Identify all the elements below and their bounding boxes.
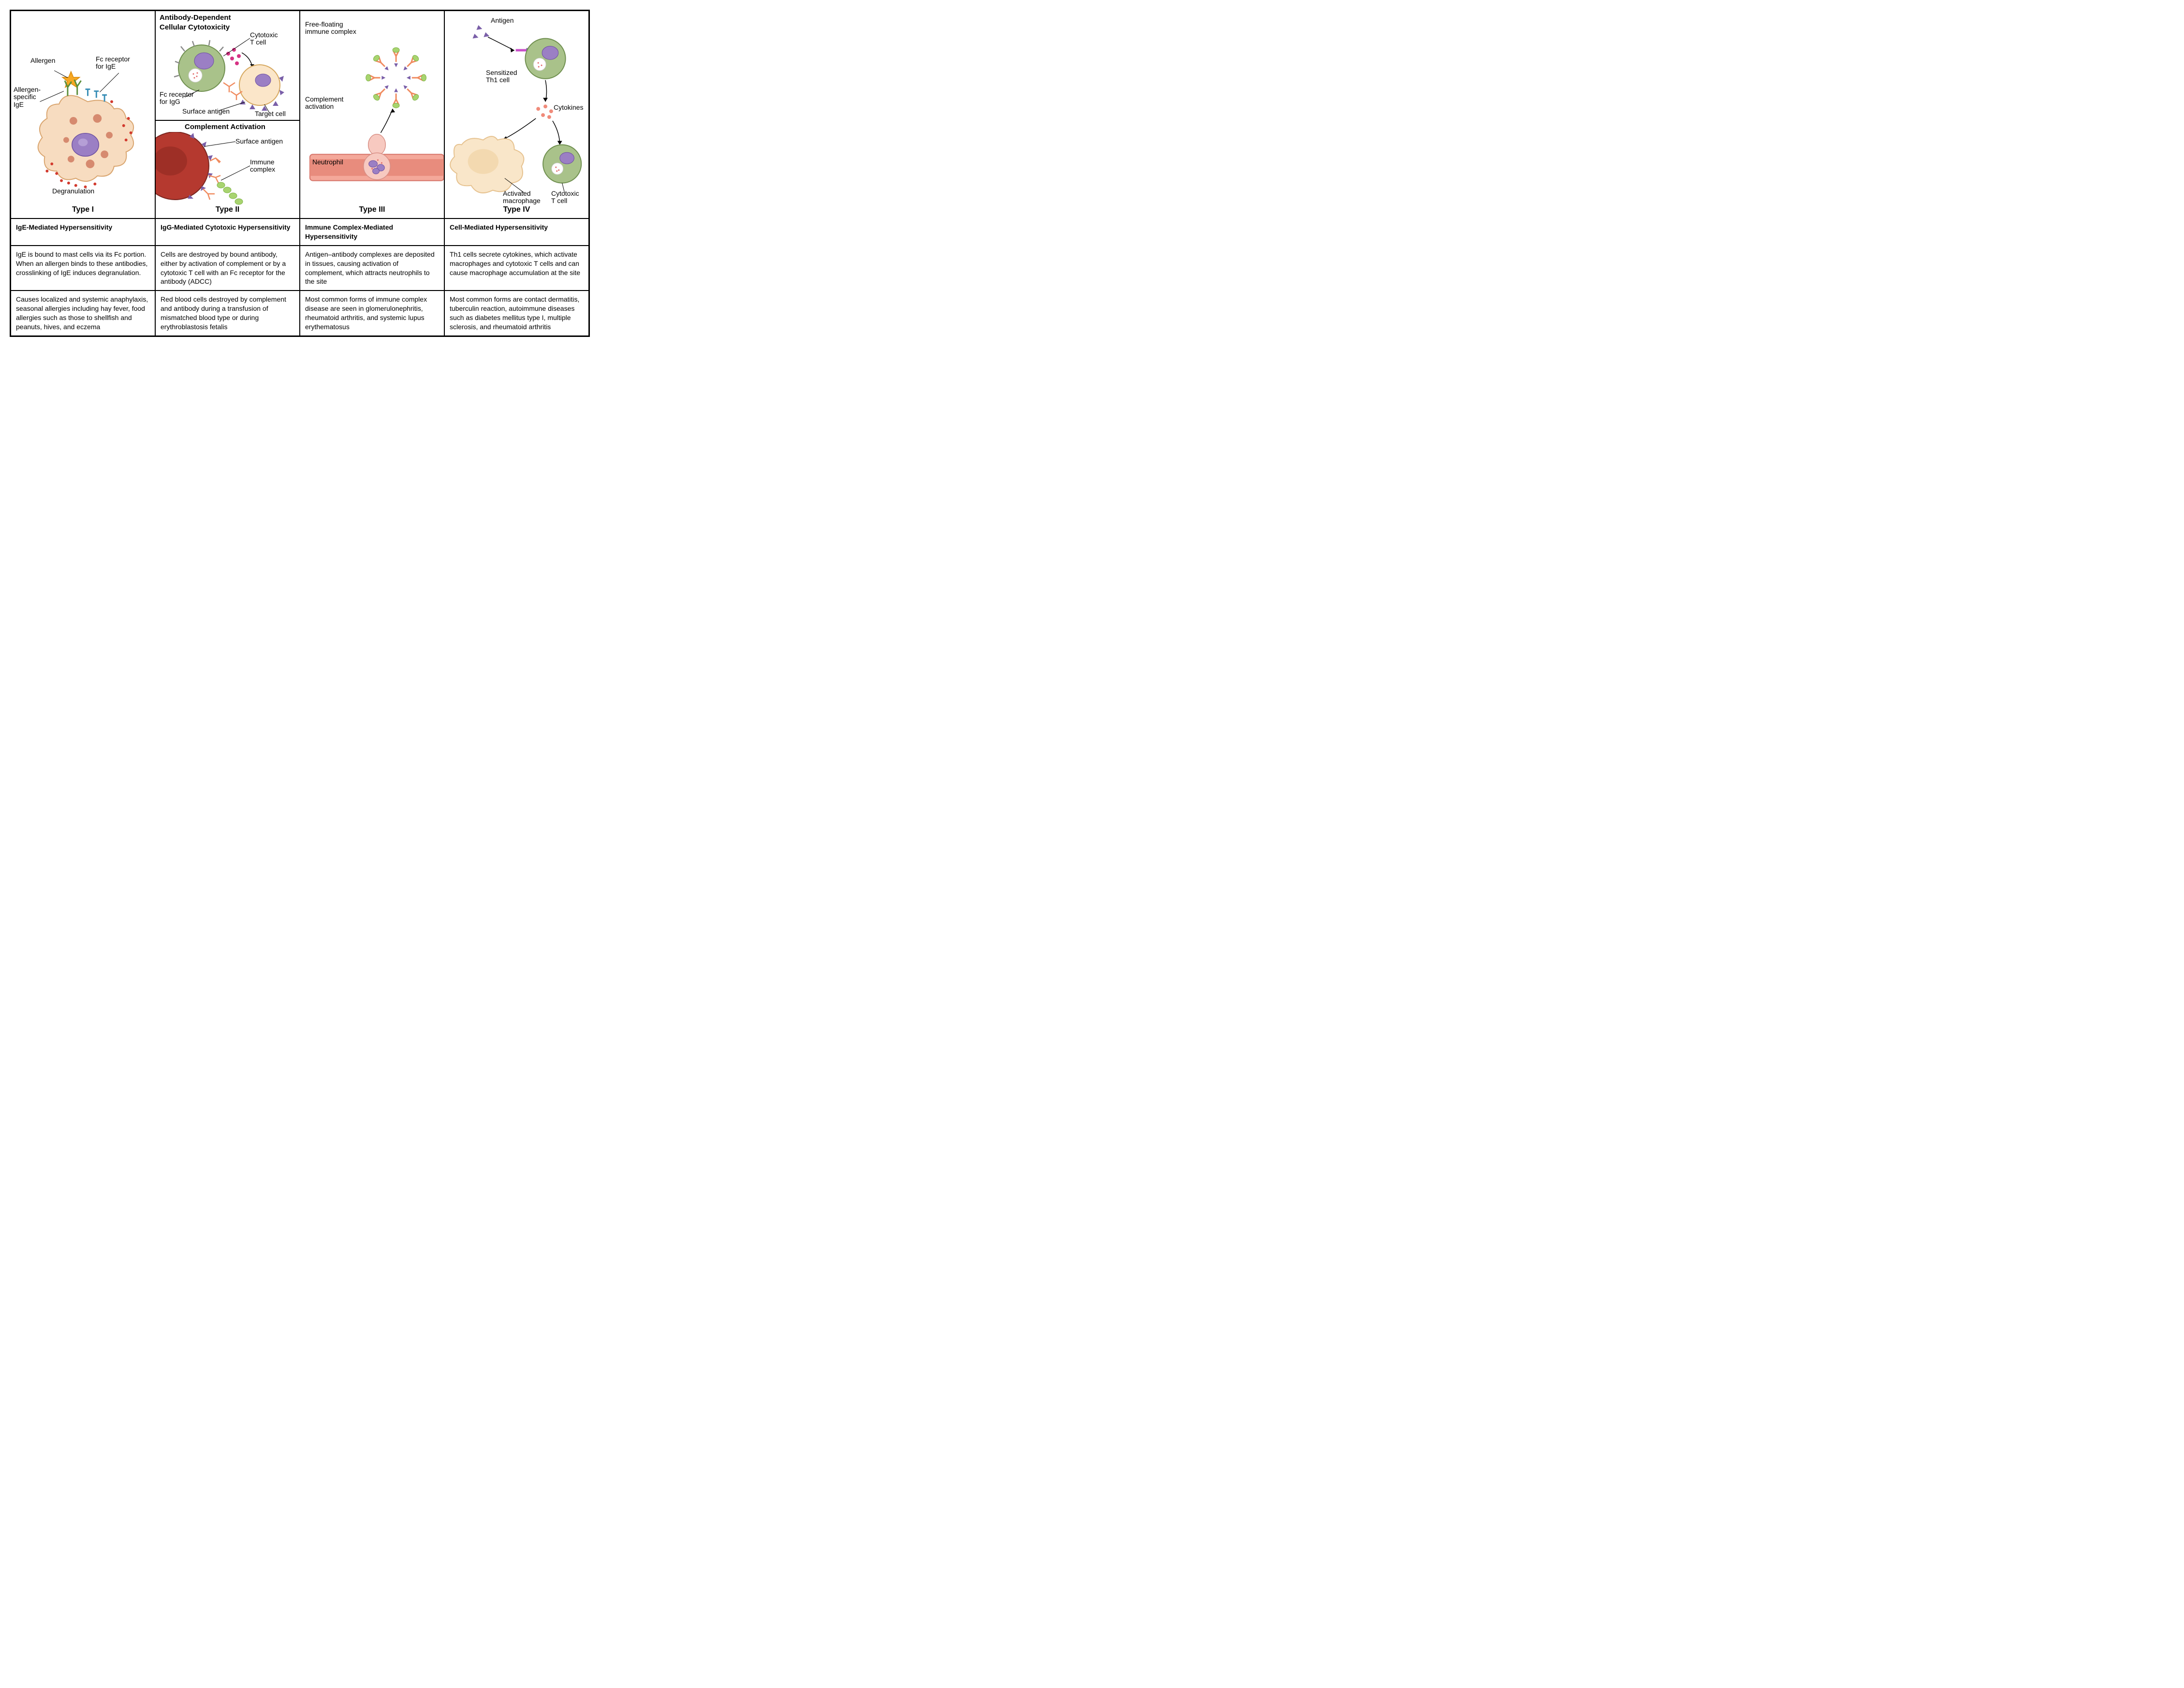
label-neut: Neutrophil [312, 159, 343, 166]
name-c2: IgG-Mediated Cytotoxic Hypersensitivity [155, 218, 300, 246]
panel-type-2: Antibody-Dependent Cellular Cytotoxicity… [155, 11, 300, 218]
ex-c3: Most common forms of immune complex dise… [300, 291, 444, 336]
label-ige: Allergen- specific IgE [14, 86, 41, 108]
label-fcg: Fc receptor for IgG [160, 91, 194, 106]
ex-c2: Red blood cells destroyed by complement … [155, 291, 300, 336]
panel-type-4: Antigen Sensitized Th1 cell Cytokines Ac… [444, 11, 589, 218]
type4-label: Type IV [445, 204, 588, 215]
subtitle-complement: Complement Activation [185, 122, 265, 132]
label-ctc4: Cytotoxic T cell [551, 190, 579, 205]
panel2-divider [156, 120, 299, 121]
label-cyto: Cytokines [554, 104, 583, 111]
type3-svg [305, 15, 444, 218]
label-immune: Immune complex [250, 159, 275, 174]
label-surf1: Surface antigen [182, 108, 230, 115]
label-antigen: Antigen [491, 17, 513, 24]
mech-c3: Antigen–antibody complexes are deposited… [300, 246, 444, 291]
type2-label: Type II [156, 204, 299, 215]
label-allergen: Allergen [30, 57, 55, 64]
label-degran: Degranulation [52, 188, 94, 195]
mech-c2: Cells are destroyed by bound antibody, e… [155, 246, 300, 291]
label-ctc: Cytotoxic T cell [250, 31, 278, 46]
panel-type-3: Free-floating immune complex Complement … [300, 11, 444, 218]
ex-c1: Causes localized and systemic anaphylaxi… [11, 291, 155, 336]
label-surf2: Surface antigen [235, 138, 283, 145]
type3-label: Type III [300, 204, 444, 215]
ex-c4: Most common forms are contact dermatitis… [444, 291, 589, 336]
name-c3: Immune Complex-Mediated Hypersensitivity [300, 218, 444, 246]
panel-type-1: Allergen Fc receptor for IgE Allergen- s… [11, 11, 155, 218]
label-sth1: Sensitized Th1 cell [486, 69, 517, 84]
type4-svg [450, 15, 589, 218]
label-amac: Activated macrophage [503, 190, 541, 205]
label-fc-ige: Fc receptor for IgE [96, 56, 130, 71]
mech-c4: Th1 cells secrete cytokines, which activ… [444, 246, 589, 291]
name-c4: Cell-Mediated Hypersensitivity [444, 218, 589, 246]
name-c1: IgE-Mediated Hypersensitivity [11, 218, 155, 246]
mech-c1: IgE is bound to mast cells via its Fc po… [11, 246, 155, 291]
label-compact: Complement activation [305, 96, 343, 111]
label-ffic: Free-floating immune complex [305, 21, 356, 36]
label-target: Target cell [255, 110, 286, 117]
hypersensitivity-table: Allergen Fc receptor for IgE Allergen- s… [10, 10, 590, 337]
type1-label: Type I [11, 204, 155, 215]
